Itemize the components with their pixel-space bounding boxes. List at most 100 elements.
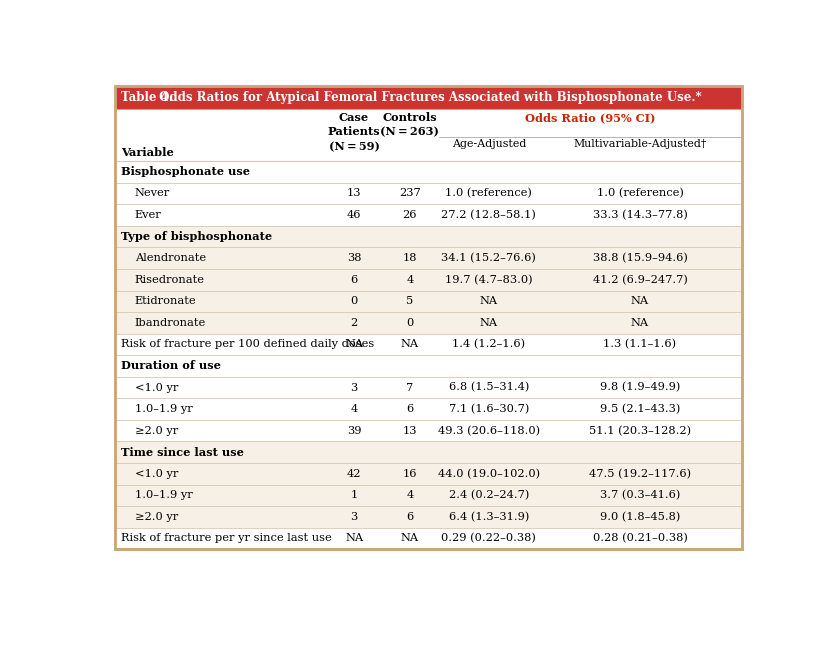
Text: NA: NA [480, 296, 498, 306]
Text: 5: 5 [406, 296, 414, 306]
Text: 0: 0 [350, 296, 358, 306]
Text: Table 4.: Table 4. [120, 91, 173, 104]
Text: 6.8 (1.5–31.4): 6.8 (1.5–31.4) [449, 382, 529, 393]
Text: 39: 39 [347, 426, 361, 436]
Text: 1: 1 [350, 490, 358, 501]
Bar [115, 463, 742, 484]
Text: ≥2.0 yr: ≥2.0 yr [135, 512, 178, 522]
Text: 4: 4 [350, 404, 358, 414]
Text: Time since last use: Time since last use [120, 447, 243, 458]
Text: 9.0 (1.8–45.8): 9.0 (1.8–45.8) [600, 512, 681, 522]
Bar [115, 333, 742, 355]
Text: 19.7 (4.7–83.0): 19.7 (4.7–83.0) [445, 274, 533, 285]
Text: Ibandronate: Ibandronate [135, 318, 206, 328]
Text: 1.0 (reference): 1.0 (reference) [446, 188, 533, 199]
Bar [115, 506, 742, 528]
Text: Never: Never [135, 188, 170, 198]
Text: 0.29 (0.22–0.38): 0.29 (0.22–0.38) [441, 533, 537, 543]
Text: 0: 0 [406, 318, 414, 328]
Text: Ever: Ever [135, 210, 161, 220]
Text: 16: 16 [403, 469, 417, 479]
Text: 38: 38 [347, 254, 361, 263]
Text: 6: 6 [406, 512, 414, 522]
Text: 6: 6 [406, 404, 414, 414]
Text: <1.0 yr: <1.0 yr [135, 469, 178, 479]
Text: 33.3 (14.3–77.8): 33.3 (14.3–77.8) [593, 210, 687, 220]
Bar [115, 484, 742, 506]
Text: 2: 2 [350, 318, 358, 328]
Text: 1.4 (1.2–1.6): 1.4 (1.2–1.6) [452, 339, 526, 350]
Bar [115, 291, 742, 312]
Text: 3: 3 [350, 383, 358, 393]
Bar [115, 377, 742, 398]
Text: Alendronate: Alendronate [135, 254, 206, 263]
Text: Odds Ratio (95% CI): Odds Ratio (95% CI) [525, 112, 655, 123]
Bar [115, 398, 742, 420]
Bar [115, 312, 742, 333]
Text: 1.0 (reference): 1.0 (reference) [597, 188, 684, 199]
Bar [115, 161, 742, 183]
Text: 49.3 (20.6–118.0): 49.3 (20.6–118.0) [438, 426, 540, 436]
Text: Risk of fracture per yr since last use: Risk of fracture per yr since last use [120, 534, 332, 543]
Bar [115, 441, 742, 463]
Bar [115, 355, 742, 377]
Text: 38.8 (15.9–94.6): 38.8 (15.9–94.6) [593, 253, 687, 263]
Text: 6.4 (1.3–31.9): 6.4 (1.3–31.9) [449, 512, 529, 522]
Text: ≥2.0 yr: ≥2.0 yr [135, 426, 178, 436]
Text: Etidronate: Etidronate [135, 296, 196, 306]
Text: Risedronate: Risedronate [135, 275, 205, 285]
Text: Variable: Variable [120, 147, 174, 158]
Bar [115, 226, 742, 248]
Text: Multivariable-Adjusted†: Multivariable-Adjusted† [573, 139, 706, 149]
Text: 0.28 (0.21–0.38): 0.28 (0.21–0.38) [593, 533, 687, 543]
Bar [115, 109, 742, 161]
Text: 27.2 (12.8–58.1): 27.2 (12.8–58.1) [441, 210, 537, 220]
Text: 7: 7 [406, 383, 414, 393]
Text: 47.5 (19.2–117.6): 47.5 (19.2–117.6) [589, 469, 691, 479]
Text: 34.1 (15.2–76.6): 34.1 (15.2–76.6) [441, 253, 537, 263]
Text: 4: 4 [406, 275, 414, 285]
Text: NA: NA [400, 339, 419, 350]
Text: 3.7 (0.3–41.6): 3.7 (0.3–41.6) [600, 490, 681, 501]
Bar [115, 269, 742, 291]
Text: 13: 13 [347, 188, 361, 198]
Bar [115, 86, 742, 109]
Text: Duration of use: Duration of use [120, 361, 221, 372]
Text: 51.1 (20.3–128.2): 51.1 (20.3–128.2) [589, 426, 691, 436]
Text: Risk of fracture per 100 defined daily doses: Risk of fracture per 100 defined daily d… [120, 339, 374, 350]
Text: NA: NA [631, 318, 649, 328]
Bar [115, 248, 742, 269]
Text: Odds Ratios for Atypical Femoral Fractures Associated with Bisphosphonate Use.*: Odds Ratios for Atypical Femoral Fractur… [155, 91, 701, 104]
Text: Controls
(N = 263): Controls (N = 263) [380, 112, 440, 138]
Text: 13: 13 [403, 426, 417, 436]
Text: 3: 3 [350, 512, 358, 522]
Text: Age-Adjusted: Age-Adjusted [451, 139, 526, 149]
Text: NA: NA [345, 534, 363, 543]
Bar [115, 204, 742, 226]
Text: Type of bisphosphonate: Type of bisphosphonate [120, 231, 272, 242]
Text: 42: 42 [347, 469, 361, 479]
Text: NA: NA [631, 296, 649, 306]
Text: 44.0 (19.0–102.0): 44.0 (19.0–102.0) [438, 469, 540, 479]
Text: 9.5 (2.1–43.3): 9.5 (2.1–43.3) [600, 404, 681, 414]
Text: NA: NA [345, 339, 363, 350]
Text: Bisphosphonate use: Bisphosphonate use [120, 166, 250, 177]
Text: 18: 18 [403, 254, 417, 263]
Text: Case
Patients
(N = 59): Case Patients (N = 59) [328, 112, 380, 152]
Text: 46: 46 [347, 210, 361, 220]
Text: <1.0 yr: <1.0 yr [135, 383, 178, 393]
Text: 1.0–1.9 yr: 1.0–1.9 yr [135, 404, 192, 414]
Text: NA: NA [400, 534, 419, 543]
Bar [115, 528, 742, 549]
Text: 41.2 (6.9–247.7): 41.2 (6.9–247.7) [593, 274, 687, 285]
Text: 237: 237 [399, 188, 421, 198]
Text: 6: 6 [350, 275, 358, 285]
Text: 1.0–1.9 yr: 1.0–1.9 yr [135, 490, 192, 501]
Text: 2.4 (0.2–24.7): 2.4 (0.2–24.7) [449, 490, 529, 501]
Text: NA: NA [480, 318, 498, 328]
Text: 4: 4 [406, 490, 414, 501]
Text: 1.3 (1.1–1.6): 1.3 (1.1–1.6) [604, 339, 676, 350]
Bar [115, 183, 742, 204]
Text: 9.8 (1.9–49.9): 9.8 (1.9–49.9) [600, 382, 681, 393]
Text: 7.1 (1.6–30.7): 7.1 (1.6–30.7) [449, 404, 529, 414]
